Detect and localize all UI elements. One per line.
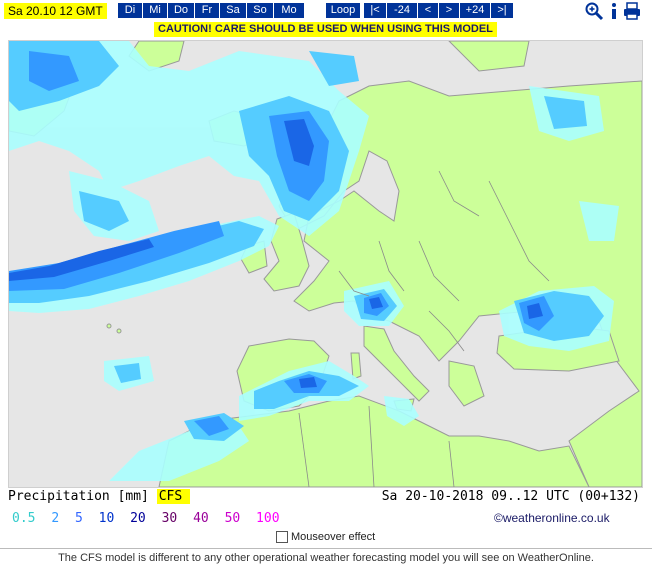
precip-intense-alps [369,297,383,309]
land-islands-west [106,323,112,329]
legend-value-20: 20 [130,511,146,526]
land-north-islands-2 [448,41,530,72]
legend-title: Precipitation [mm] CFS [8,489,191,504]
print-icon[interactable] [622,1,642,21]
border-baltic [438,170,480,217]
legend-value-2: 2 [51,511,60,526]
day-button-mo[interactable]: Mo [274,3,304,18]
first-button[interactable]: |< [364,3,386,18]
border-africa-2 [368,405,375,487]
next-button[interactable]: > [439,3,459,18]
precip-intense-turkey [527,303,543,319]
precip-medium-nw [79,191,129,231]
day-button-fr[interactable]: Fr [195,3,219,18]
mouseover-checkbox[interactable] [276,531,288,543]
precipitation-map[interactable] [8,40,643,488]
legend-value-10: 10 [98,511,115,526]
border-france-germany [338,270,370,297]
zoom-icon[interactable] [584,1,604,21]
legend-model-badge: CFS [156,489,191,504]
precip-intense-iceland [284,119,314,166]
precip-heavy-south [194,416,229,436]
border-russia [488,180,550,282]
legend-value-5: 5 [74,511,83,526]
border-africa-3 [448,440,455,487]
legend-value-50: 50 [224,511,241,526]
precip-heavy-north [29,51,79,91]
border-africa [298,412,310,487]
day-button-so[interactable]: So [247,3,273,18]
minus24-button[interactable]: -24 [387,3,417,18]
last-button[interactable]: >| [491,3,513,18]
border-poland-ukraine [418,240,460,302]
mouseover-toggle[interactable]: Mouseover effect [276,531,375,543]
precip-intense-spain [299,377,317,388]
land-greece [448,360,485,407]
precip-light-tunisia [384,396,419,426]
valid-time-label: Sa 20-10-2018 09..12 UTC (00+132) [381,489,640,504]
loop-button[interactable]: Loop [326,3,360,18]
precip-light-east [579,201,619,241]
border-balkans [428,310,465,352]
land-islands-west-2 [116,328,122,334]
footer-note: The CFS model is different to any other … [0,548,652,564]
precip-intense-band [9,239,154,281]
caution-banner: CAUTION! CARE SHOULD BE USED WHEN USING … [154,22,497,37]
border-lines [298,170,550,487]
legend-value-0-5: 0.5 [12,511,36,526]
toolbar: Sa 20.10 12 GMT Di Mi Do Fr Sa So Mo Loo… [0,0,652,22]
land-sardinia [350,352,362,380]
prev-button[interactable]: < [418,3,438,18]
border-germany-poland [378,240,405,292]
land-italy [363,325,430,402]
day-button-sa[interactable]: Sa [220,3,246,18]
day-button-mi[interactable]: Mi [143,3,167,18]
legend-parameter-label: Precipitation [mm] [8,489,149,504]
info-icon[interactable] [604,1,624,21]
map-svg [9,41,642,487]
day-button-di[interactable]: Di [118,3,142,18]
legend-value-40: 40 [193,511,209,526]
day-button-do[interactable]: Do [168,3,194,18]
copyright-link[interactable]: ©weatheronline.co.uk [494,511,610,525]
legend-value-100: 100 [256,511,280,526]
legend-value-30: 30 [161,511,178,526]
mouseover-label: Mouseover effect [291,531,376,543]
precip-medium-ne [544,96,587,129]
legend-scale: 0.5 2 5 10 20 30 40 50 100 [12,511,288,526]
precip-medium-west [114,363,141,383]
precip-medium-north2 [309,51,359,86]
plus24-button[interactable]: +24 [460,3,490,18]
precip-intense-layer [9,119,543,388]
date-label: Sa 20.10 12 GMT [4,3,107,19]
